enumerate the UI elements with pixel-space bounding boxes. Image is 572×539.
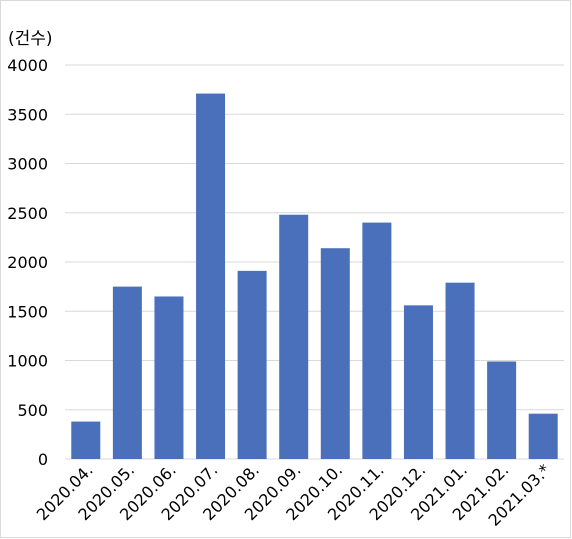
bar (154, 296, 184, 459)
bar (196, 93, 226, 459)
bar (362, 222, 392, 459)
y-tick-label: 4000 (7, 56, 48, 75)
bar (487, 361, 517, 459)
bar (71, 421, 101, 459)
bar (279, 214, 309, 459)
y-tick-label: 0 (38, 450, 48, 469)
bar (445, 282, 475, 459)
y-tick-label: 2000 (7, 253, 48, 272)
y-tick-label: 500 (17, 401, 48, 420)
bar (237, 270, 267, 459)
y-tick-label: 2500 (7, 204, 48, 223)
bar (403, 305, 433, 459)
y-tick-label: 1000 (7, 352, 48, 371)
bar (112, 286, 142, 459)
y-unit-label: (건수) (8, 29, 53, 49)
y-tick-label: 3500 (7, 105, 48, 124)
y-tick-label: 3000 (7, 155, 48, 174)
bar (320, 248, 350, 459)
y-tick-label: 1500 (7, 302, 48, 321)
bar (528, 413, 558, 459)
